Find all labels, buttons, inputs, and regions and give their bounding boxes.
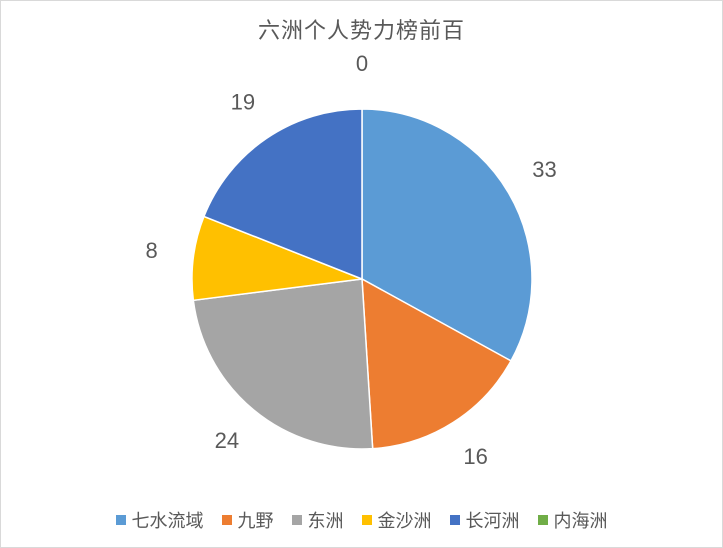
legend-item-3[interactable]: 金沙洲 xyxy=(362,507,432,533)
legend-label-1: 九野 xyxy=(238,507,274,533)
legend-label-4: 长河洲 xyxy=(466,507,520,533)
pie-label-3: 8 xyxy=(146,238,158,263)
chart-frame: 六洲个人势力榜前百 33 16 24 8 19 0 七水流域 九野 东洲 金沙洲 长河洲 内海洲 xyxy=(0,0,723,548)
pie-svg: 33 16 24 8 19 0 xyxy=(1,49,723,489)
pie-label-2: 24 xyxy=(215,428,239,453)
legend-label-5: 内海洲 xyxy=(554,507,608,533)
legend-swatch-2 xyxy=(292,515,302,525)
pie-label-1: 16 xyxy=(463,444,487,469)
pie-label-0: 33 xyxy=(532,157,556,182)
legend-item-2[interactable]: 东洲 xyxy=(292,507,344,533)
legend-item-4[interactable]: 长河洲 xyxy=(450,507,520,533)
pie-slice-2 xyxy=(193,279,372,449)
legend-swatch-4 xyxy=(450,515,460,525)
legend-item-1[interactable]: 九野 xyxy=(222,507,274,533)
legend-swatch-0 xyxy=(116,515,126,525)
legend-label-0: 七水流域 xyxy=(132,507,204,533)
legend-swatch-1 xyxy=(222,515,232,525)
legend-label-2: 东洲 xyxy=(308,507,344,533)
pie-label-5: 0 xyxy=(356,51,368,76)
legend-item-0[interactable]: 七水流域 xyxy=(116,507,204,533)
legend: 七水流域 九野 东洲 金沙洲 长河洲 内海洲 xyxy=(1,507,722,533)
chart-title: 六洲个人势力榜前百 xyxy=(1,13,722,45)
legend-label-3: 金沙洲 xyxy=(378,507,432,533)
legend-item-5[interactable]: 内海洲 xyxy=(538,507,608,533)
legend-swatch-3 xyxy=(362,515,372,525)
pie-label-4: 19 xyxy=(231,89,255,114)
legend-swatch-5 xyxy=(538,515,548,525)
pie-plot-area: 33 16 24 8 19 0 xyxy=(1,49,723,489)
